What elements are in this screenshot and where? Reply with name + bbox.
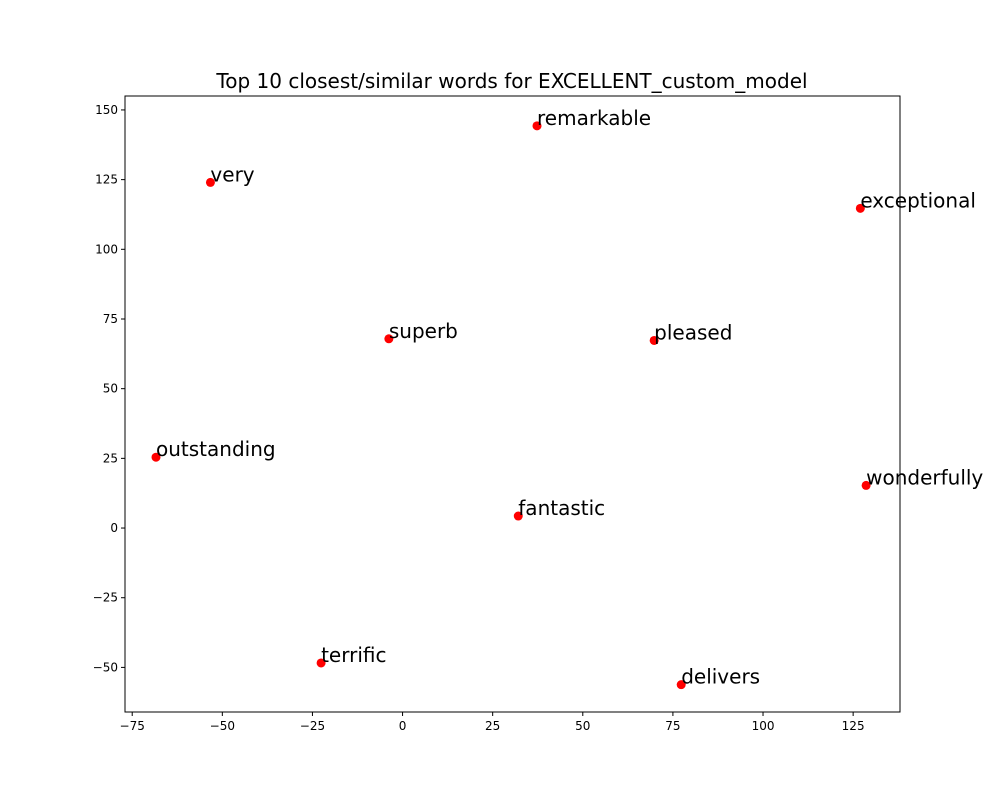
data-point-label: fantastic <box>518 496 605 520</box>
data-point <box>384 334 394 344</box>
x-tick-label: 75 <box>665 719 680 733</box>
x-tick-label: 125 <box>842 719 865 733</box>
x-tick-label: −50 <box>210 719 235 733</box>
y-tick-label: 125 <box>95 173 118 187</box>
axes-frame <box>124 95 901 713</box>
data-point <box>855 203 865 213</box>
data-point <box>861 480 871 490</box>
plot-area: −75 −50 −25 0 25 50 75 100 125 −50 −25 0 25 50 75 100 12… <box>93 95 983 733</box>
y-tick-label: −25 <box>93 591 118 605</box>
data-point-label: delivers <box>681 665 760 689</box>
data-point-label: superb <box>389 319 458 343</box>
y-tick-label: 0 <box>110 521 118 535</box>
data-point <box>205 177 215 187</box>
data-point-label: remarkable <box>537 106 651 130</box>
chart-title: Top 10 closest/similar words for EXCELLE… <box>215 69 807 93</box>
data-point <box>316 658 326 668</box>
x-tick-label: 25 <box>485 719 500 733</box>
x-tick-label: 100 <box>752 719 775 733</box>
y-tick-label: 50 <box>103 382 118 396</box>
data-point-label: exceptional <box>860 188 976 212</box>
data-point <box>676 680 686 690</box>
data-point-label: pleased <box>654 320 732 344</box>
x-tick-label: −25 <box>300 719 325 733</box>
y-tick-label: −50 <box>93 660 118 674</box>
data-point-label: terrific <box>321 643 386 667</box>
data-point <box>151 452 161 462</box>
y-tick-label: 75 <box>103 312 118 326</box>
x-tick-label: 50 <box>575 719 590 733</box>
data-point-label: outstanding <box>156 437 276 461</box>
data-point <box>532 121 542 131</box>
x-tick-label: 0 <box>399 719 407 733</box>
y-tick-label: 25 <box>103 451 118 465</box>
y-tick-label: 150 <box>95 103 118 117</box>
data-point-label: very <box>210 162 254 186</box>
x-tick-label: −75 <box>120 719 145 733</box>
data-point <box>649 335 659 345</box>
y-tick-label: 100 <box>95 242 118 256</box>
data-point-label: wonderfully <box>866 465 983 489</box>
data-point <box>513 511 523 521</box>
